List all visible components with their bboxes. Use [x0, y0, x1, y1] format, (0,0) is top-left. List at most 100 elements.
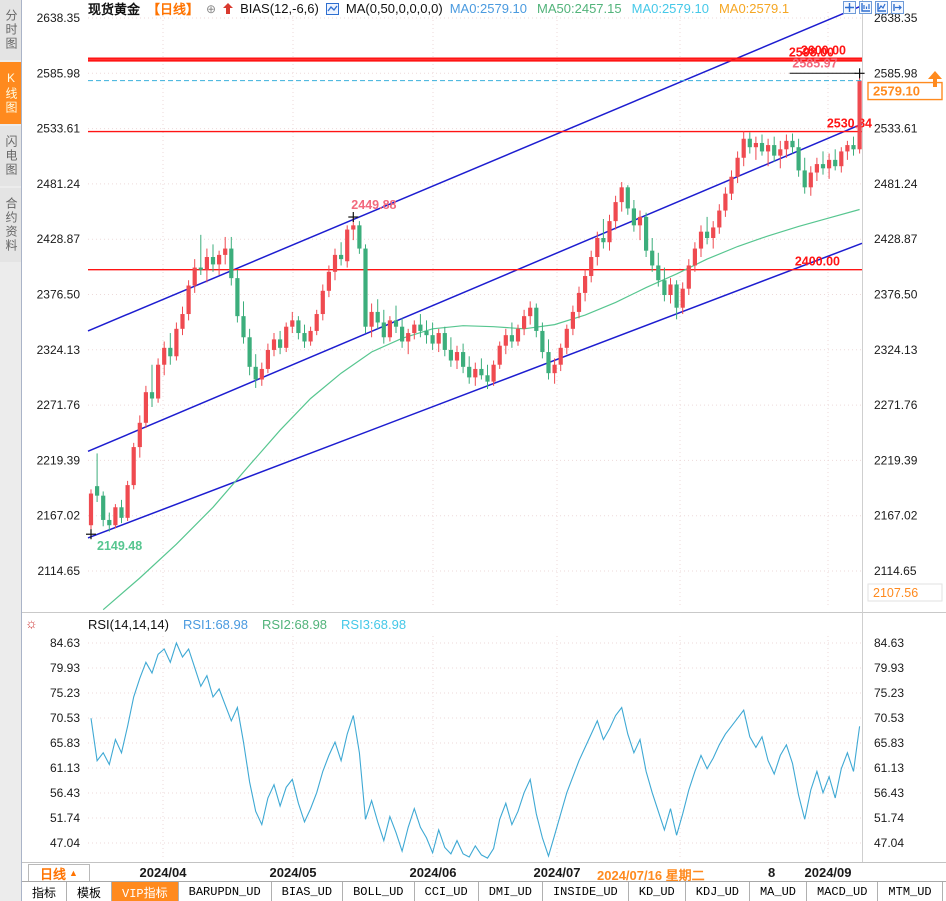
- candle-body: [369, 311, 374, 327]
- toolbar-tab-inside-ud[interactable]: INSIDE_UD: [543, 882, 629, 901]
- rsi-indicator-label[interactable]: RSI(14,14,14): [88, 616, 169, 632]
- candle-body: [143, 392, 148, 423]
- period-selector[interactable]: 日线 ▲: [28, 864, 90, 882]
- candle-body: [326, 271, 331, 291]
- price-scale-icon[interactable]: [859, 1, 872, 14]
- sidebar-tab-0[interactable]: 分时图: [0, 0, 21, 60]
- settings-sun-icon[interactable]: ☼: [25, 615, 38, 631]
- toolbar-tab-模板[interactable]: 模板: [67, 882, 113, 901]
- candle-body: [241, 316, 246, 338]
- swing-price-label: 2149.48: [97, 539, 142, 553]
- price-tick-right: 2638.35: [874, 11, 918, 25]
- ma-indicator-label[interactable]: MA(0,50,0,0,0,0): [345, 1, 443, 16]
- swing-price-label: 2449.88: [351, 198, 396, 212]
- candle-body: [595, 238, 600, 258]
- candle-body: [778, 149, 783, 156]
- swing-price-label: 2585.97: [792, 56, 837, 70]
- rsi-chart[interactable]: 84.63 84.63 79.93 79.93 75.23 75.23 70.53 70.53…: [22, 612, 946, 862]
- toolbar-tab-指标[interactable]: 指标: [22, 882, 68, 901]
- candle-body: [302, 333, 307, 342]
- price-tick-right: 2481.24: [874, 177, 918, 191]
- candle-body: [784, 140, 789, 150]
- price-tick-right: 2376.50: [874, 288, 918, 302]
- price-tick-left: 2219.39: [37, 453, 81, 467]
- chart-scale-icon[interactable]: [875, 1, 888, 14]
- period-label[interactable]: 【日线】: [147, 2, 200, 17]
- price-tick-left: 2271.76: [37, 398, 81, 412]
- candle-body: [625, 187, 630, 209]
- candle-body: [759, 142, 765, 152]
- candle-body: [845, 145, 850, 152]
- toolbar-tab-kd-ud[interactable]: KD_UD: [629, 882, 686, 901]
- toolbar-tab-vip指标[interactable]: VIP指标: [112, 882, 179, 901]
- candle-body: [491, 364, 496, 382]
- toolbar-tab-kdj-ud[interactable]: KDJ_UD: [686, 882, 750, 901]
- toolbar-tab-macd-ud[interactable]: MACD_UD: [807, 882, 879, 901]
- toolbar-tab-cci-ud[interactable]: CCI_UD: [415, 882, 479, 901]
- candle-body: [332, 254, 338, 272]
- sidebar-tab-2[interactable]: 闪电图: [0, 126, 21, 186]
- candle-body: [186, 285, 191, 315]
- toolbar-tab-bias-ud[interactable]: BIAS_UD: [272, 882, 344, 901]
- candle-body: [814, 164, 819, 173]
- main-chart-area: 现货黄金 【日线】 ⊕ BIAS(12,-6,6) MA(0,50,0,0,0,…: [22, 0, 946, 901]
- candle-body: [278, 339, 283, 348]
- toolbar-tab-ma-ud[interactable]: MA_UD: [750, 882, 807, 901]
- candle-body: [174, 328, 179, 357]
- candle-body: [296, 320, 301, 334]
- hline-price-label: 2400.00: [795, 255, 840, 269]
- candle-body: [729, 176, 734, 194]
- toolbar-tab-dmi-ud[interactable]: DMI_UD: [479, 882, 543, 901]
- rsi-tick-right: 84.63: [874, 636, 904, 650]
- ma-value: MA0:2579.10: [449, 1, 528, 16]
- circle-plus-icon[interactable]: ⊕: [206, 1, 217, 16]
- candle-body: [430, 335, 435, 344]
- month-label: 2024/06: [409, 865, 457, 880]
- candle-body: [198, 267, 203, 270]
- toolbar-tab-boll-ud[interactable]: BOLL_UD: [343, 882, 415, 901]
- trendline-0[interactable]: [87, 5, 863, 332]
- candle-body: [753, 142, 758, 148]
- candle-body: [88, 493, 94, 526]
- prev-close-label: 2107.56: [873, 586, 918, 600]
- ma-value: MA0:2579.1: [718, 1, 790, 16]
- trendline-2[interactable]: [87, 242, 863, 539]
- toolbar-tab--[interactable]: >>: [943, 882, 946, 901]
- current-price-box: [867, 81, 943, 101]
- candle-body: [180, 314, 185, 329]
- price-tick-right: 2167.02: [874, 509, 918, 523]
- pan-icon[interactable]: [843, 1, 856, 14]
- ma-value: MA50:2457.15: [537, 1, 622, 16]
- candle-body: [314, 314, 319, 331]
- rsi-line: [90, 641, 861, 859]
- candle-body: [637, 216, 643, 226]
- candle-body: [552, 364, 557, 374]
- candle-body: [570, 311, 575, 329]
- month-label: 2024/09: [804, 865, 852, 880]
- toolbar-tab-barupdn-ud[interactable]: BARUPDN_UD: [179, 882, 272, 901]
- rsi-tick-left: 61.13: [50, 761, 80, 775]
- candle-body: [436, 333, 441, 344]
- candle-body: [589, 257, 594, 277]
- exit-right-icon[interactable]: [891, 1, 904, 14]
- candle-body: [149, 392, 155, 399]
- candle-body: [113, 507, 118, 526]
- crosshair-date-label: 2024/07/16 星期二: [597, 868, 705, 883]
- candle-body: [339, 254, 344, 260]
- candle-body: [320, 290, 325, 315]
- candle-body: [204, 257, 209, 270]
- bias-indicator-label[interactable]: BIAS(12,-6,6): [240, 1, 319, 16]
- sidebar-tab-3[interactable]: 合约资料: [0, 188, 21, 262]
- candle-body: [479, 368, 484, 376]
- candle-body: [351, 225, 356, 230]
- price-tick-left: 2324.13: [37, 343, 81, 357]
- rsi-tick-right: 51.74: [874, 811, 904, 825]
- candle-body: [473, 368, 478, 378]
- toolbar-tab-mtm-ud[interactable]: MTM_UD: [878, 882, 943, 901]
- ma50-line: [102, 208, 860, 611]
- sidebar-tab-1[interactable]: K线图: [0, 62, 21, 124]
- price-tick-right: 2219.39: [874, 453, 918, 467]
- rsi-tick-left: 75.23: [50, 686, 80, 700]
